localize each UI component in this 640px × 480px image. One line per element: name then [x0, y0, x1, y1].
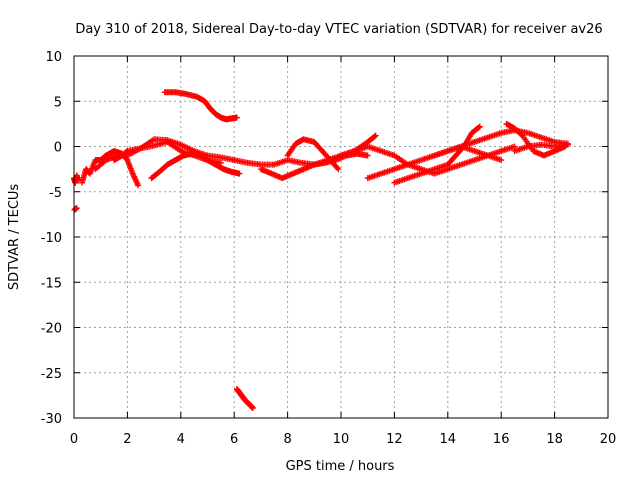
data-point — [364, 152, 371, 159]
y-tick-label: -25 — [41, 367, 62, 382]
x-tick-label: 12 — [386, 432, 403, 447]
x-tick-label: 18 — [546, 432, 563, 447]
x-tick-label: 6 — [230, 432, 238, 447]
y-tick-label: 0 — [54, 141, 62, 156]
y-axis-label: SDTVAR / TECUs — [7, 184, 22, 291]
series-arc-15 — [431, 127, 571, 159]
x-tick-label: 20 — [600, 432, 617, 447]
data-point — [498, 157, 505, 164]
series-arc-17 — [511, 141, 571, 155]
x-tick-label: 8 — [283, 432, 291, 447]
x-tick-label: 0 — [70, 432, 78, 447]
series-arc-6 — [148, 150, 243, 182]
data-point — [249, 405, 256, 412]
series-arc-8 — [233, 386, 256, 412]
y-tick-label: -30 — [41, 412, 62, 427]
data-point — [135, 182, 142, 189]
data-point — [475, 124, 482, 131]
data-point — [372, 132, 379, 139]
y-tick-label: 10 — [45, 50, 62, 65]
data-point — [233, 114, 240, 121]
series-arc-7 — [161, 89, 240, 123]
x-tick-label: 16 — [493, 432, 510, 447]
data-point — [335, 166, 342, 173]
data-point — [371, 133, 378, 140]
data-point — [334, 164, 341, 171]
data-point — [236, 170, 243, 177]
data-point — [73, 205, 80, 212]
chart-title: Day 310 of 2018, Sidereal Day-to-day VTE… — [75, 22, 602, 37]
x-tick-label: 14 — [440, 432, 457, 447]
x-tick-label: 10 — [333, 432, 350, 447]
series-arc-2 — [71, 205, 80, 213]
x-tick-labels: 0 2 4 6 8 10 12 14 16 18 20 — [70, 432, 616, 447]
series-arc-10 — [257, 150, 371, 182]
x-axis-label: GPS time / hours — [286, 459, 395, 474]
x-tick-label: 4 — [177, 432, 185, 447]
y-tick-label: -10 — [41, 231, 62, 246]
data-point — [564, 141, 571, 148]
y-tick-labels: 10 5 0 -5 -10 -15 -20 -25 -30 — [41, 50, 62, 427]
series-arc-1 — [71, 172, 82, 186]
y-tick-label: -5 — [49, 186, 62, 201]
series-arc-11 — [284, 136, 342, 173]
axis-ticks — [73, 55, 609, 419]
y-tick-label: -15 — [41, 276, 62, 291]
grid-lines — [74, 56, 608, 418]
y-tick-label: 5 — [54, 95, 62, 110]
data-point — [476, 123, 483, 130]
data-points — [71, 89, 571, 412]
x-tick-label: 2 — [123, 432, 131, 447]
y-tick-label: -20 — [41, 322, 62, 337]
